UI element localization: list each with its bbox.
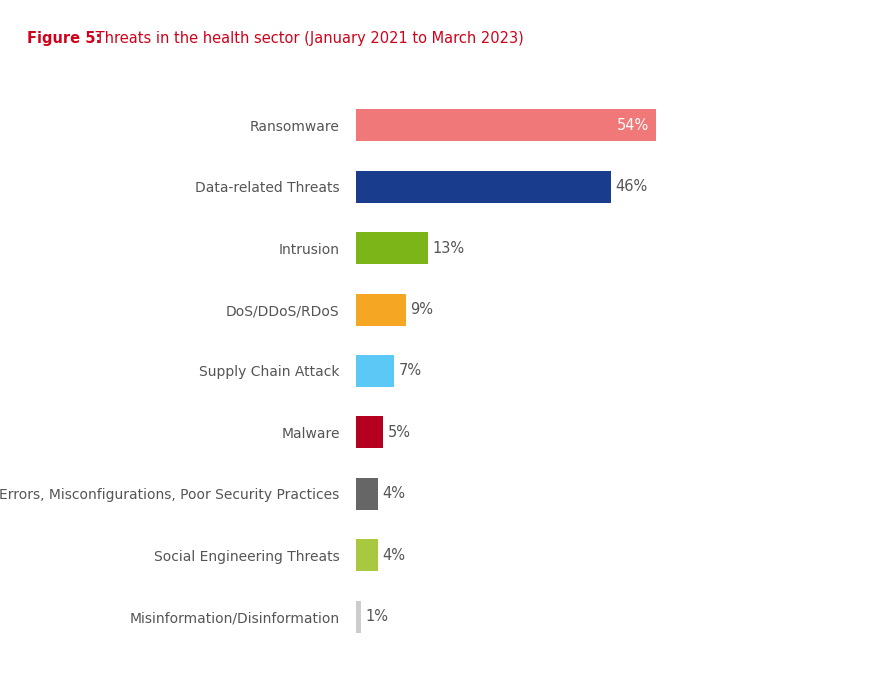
Bar (356, 109, 656, 142)
Text: Threats in the health sector (January 2021 to March 2023): Threats in the health sector (January 20… (91, 31, 524, 46)
Text: Figure 5:: Figure 5: (27, 31, 101, 46)
Text: 1%: 1% (365, 609, 388, 624)
Text: 5%: 5% (388, 425, 411, 440)
Text: 54%: 54% (617, 118, 649, 133)
Text: 9%: 9% (410, 302, 433, 317)
Text: 4%: 4% (382, 548, 405, 563)
Bar (356, 477, 378, 510)
Bar (356, 600, 361, 633)
Text: 7%: 7% (399, 363, 422, 379)
Bar (356, 355, 395, 387)
Bar (356, 416, 383, 449)
Bar (356, 293, 405, 326)
Bar (356, 232, 428, 264)
Text: 46%: 46% (615, 179, 648, 194)
Text: 4%: 4% (382, 486, 405, 502)
Bar (356, 171, 612, 203)
Bar (356, 539, 378, 571)
Text: 13%: 13% (432, 240, 464, 256)
